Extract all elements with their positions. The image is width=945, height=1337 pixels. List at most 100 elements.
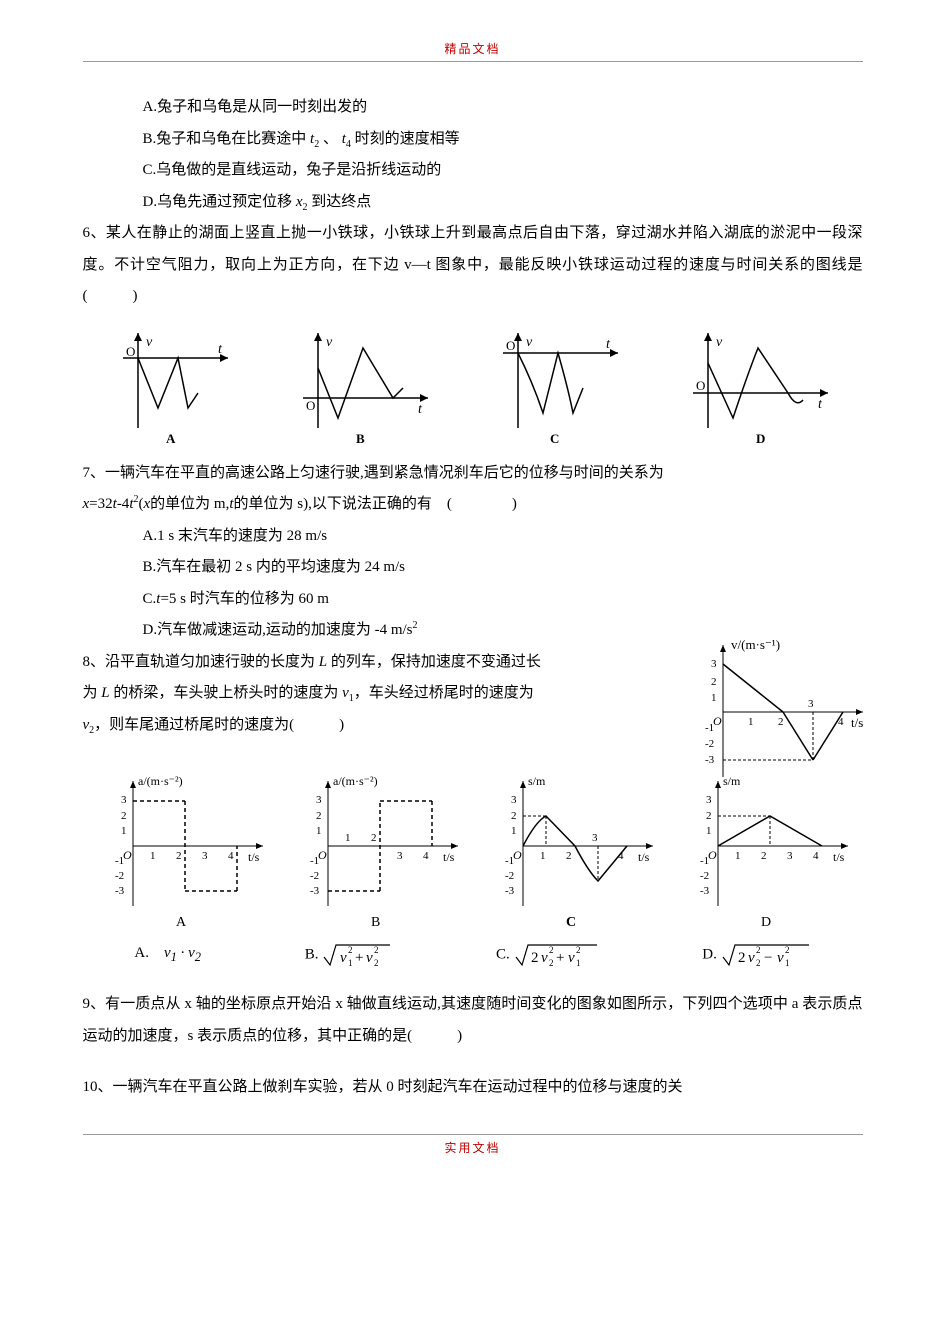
svg-text:+: +	[556, 950, 564, 966]
svg-text:v: v	[340, 950, 347, 966]
text: 、	[323, 131, 338, 147]
q6-graph-a: v t O A	[108, 328, 238, 448]
svg-text:v: v	[777, 950, 784, 966]
q5-opt-c: C.乌龟做的是直线运动，兔子是沿折线运动的	[83, 155, 863, 187]
origin: O	[506, 338, 515, 353]
var-v1: v	[342, 685, 349, 701]
q8-opt-a: A. v1 · v2	[134, 941, 201, 969]
svg-text:2: 2	[756, 945, 761, 955]
var-L: L	[101, 685, 109, 701]
axis-t: t	[418, 402, 423, 417]
svg-text:1: 1	[785, 958, 790, 968]
svg-text:v: v	[568, 950, 575, 966]
label-a: A	[166, 431, 176, 446]
axis-v: v	[716, 335, 723, 350]
xtick: 2	[371, 832, 377, 844]
svg-text:2: 2	[374, 945, 379, 955]
q6-graph-b: v t O B	[288, 328, 438, 448]
ytick: -3	[700, 885, 710, 897]
xlabel: t/s	[638, 850, 650, 864]
ytick: 2	[121, 810, 127, 822]
q5-opt-b: B.兔子和乌龟在比赛途中 t2 、 t4 时刻的速度相等	[83, 124, 863, 156]
origin: O	[696, 378, 705, 393]
ylabel: a/(m·s⁻²)	[138, 774, 183, 788]
text: 为	[83, 685, 102, 701]
ytick: -2	[310, 870, 319, 882]
q9-graph-d: s/m t/s 3 2 1 -1 -2 -3 1 2 3 4 O D	[673, 771, 858, 931]
svg-text:+: +	[355, 950, 363, 966]
xtick: 1	[748, 716, 754, 728]
svg-text:2: 2	[785, 945, 790, 955]
origin: O	[306, 398, 315, 413]
xtick: 1	[735, 850, 741, 862]
q9-graph-a: a/(m·s⁻²) t/s 3 2 1 -1 -2 -3 1 2 3 4 O A	[88, 771, 273, 931]
q6-text: 6、某人在静止的湖面上竖直上抛一小铁球，小铁球上升到最高点后自由下落，穿过湖水并…	[83, 218, 863, 313]
svg-text:v: v	[541, 950, 548, 966]
svg-text:v: v	[748, 950, 755, 966]
ytick: 1	[711, 692, 717, 704]
ytick: -2	[115, 870, 124, 882]
page-container: 精品文档 A.兔子和乌龟是从同一时刻出发的 B.兔子和乌龟在比赛途中 t2 、 …	[83, 0, 863, 1176]
svg-text:1: 1	[348, 958, 353, 968]
label: D	[761, 915, 771, 930]
xtick: 3	[592, 832, 598, 844]
label-c: C	[550, 431, 559, 446]
ytick: -3	[310, 885, 320, 897]
origin: O	[318, 848, 327, 862]
ytick: 3	[511, 794, 517, 806]
ytick: 1	[316, 825, 322, 837]
svg-text:2: 2	[549, 945, 554, 955]
text: 的桥梁，车头驶上桥头时的速度为	[110, 685, 343, 701]
text: D.汽车做减速运动,运动的加速度为 -4 m/s	[143, 622, 413, 638]
text: =5 s 时汽车的位移为 60 m	[160, 591, 328, 607]
page-footer: 实用文档	[83, 1134, 863, 1156]
q7-opt-a: A.1 s 末汽车的速度为 28 m/s	[83, 521, 863, 553]
ytick: 3	[121, 794, 127, 806]
label-b: B	[356, 431, 365, 446]
ylabel: v/(m·s⁻¹)	[731, 637, 780, 652]
axis-v: v	[526, 335, 533, 350]
q8-container: v/(m·s⁻¹) t/s 3 2 1 -1 -2 -3 1 2 3 4 O	[83, 647, 863, 742]
ytick: 1	[121, 825, 127, 837]
svg-text:−: −	[764, 950, 772, 966]
q8-opt-c: C. 2 v 2 2 + v 1 2	[496, 941, 599, 969]
ylabel: a/(m·s⁻²)	[333, 774, 378, 788]
ytick: -2	[705, 738, 714, 750]
xtick: 3	[202, 850, 208, 862]
xtick: 1	[345, 832, 351, 844]
ytick: 3	[316, 794, 322, 806]
ytick: -2	[505, 870, 514, 882]
sup: 2	[413, 620, 418, 631]
var-L: L	[319, 654, 327, 670]
ytick: 1	[511, 825, 517, 837]
text: 到达终点	[311, 194, 371, 210]
sub: 2	[303, 202, 308, 213]
xtick: 3	[397, 850, 403, 862]
ytick: 1	[706, 825, 712, 837]
q6-figure-row: v t O A v t O B v t O C	[83, 328, 863, 448]
xtick: 4	[228, 850, 234, 862]
ytick: 3	[706, 794, 712, 806]
text: B.兔子和乌龟在比赛途中	[143, 131, 311, 147]
ytick: -3	[115, 885, 125, 897]
xtick: 4	[813, 850, 819, 862]
ytick: 2	[711, 676, 717, 688]
xtick: 2	[566, 850, 572, 862]
xtick: 1	[540, 850, 546, 862]
xtick: 2	[761, 850, 767, 862]
label: A.	[134, 945, 164, 961]
origin: O	[126, 344, 135, 359]
axis-t: t	[818, 397, 823, 412]
q9-graph-b: a/(m·s⁻²) t/s 3 2 1 -1 -2 -3 1 2 3 4 O B	[283, 771, 468, 931]
label: C	[566, 915, 576, 930]
label: B.	[305, 946, 319, 962]
text: 的单位为 s),以下说法正确的有 ( )	[234, 496, 517, 512]
q7-opt-c: C.t=5 s 时汽车的位移为 60 m	[83, 584, 863, 616]
origin: O	[123, 848, 132, 862]
svg-text:2: 2	[531, 950, 539, 966]
axis-v: v	[146, 335, 153, 350]
svg-text:2: 2	[374, 958, 379, 968]
q7-opt-b: B.汽车在最初 2 s 内的平均速度为 24 m/s	[83, 552, 863, 584]
page-header: 精品文档	[83, 40, 863, 62]
label: C.	[496, 946, 510, 962]
